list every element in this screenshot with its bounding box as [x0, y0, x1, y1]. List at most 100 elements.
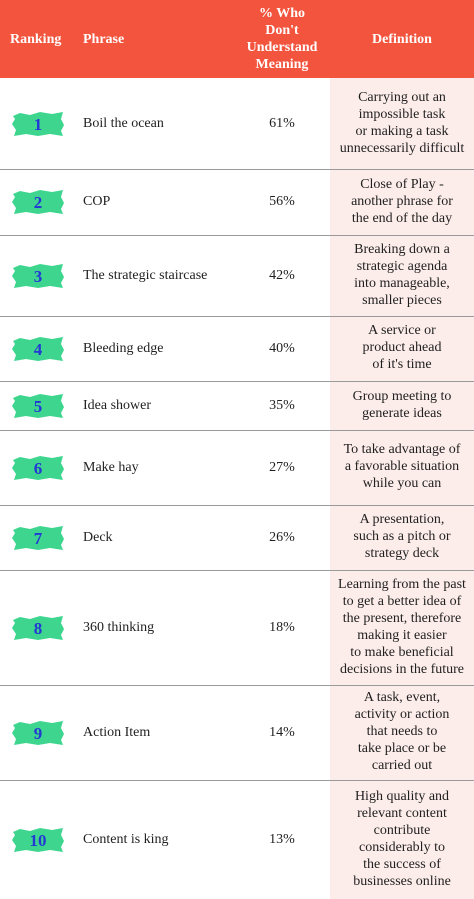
header-definition: Definition: [372, 32, 432, 47]
definition-line: Carrying out an: [358, 89, 446, 105]
percent: 13%: [269, 831, 295, 847]
rank-badge: 3: [12, 263, 64, 288]
rank-number: 2: [34, 193, 43, 212]
header-line: Understand: [246, 40, 318, 55]
rank-number: 10: [30, 831, 47, 850]
definition-column-bg: [330, 78, 474, 899]
definition-line: relevant content: [357, 805, 447, 821]
header-line: Meaning: [255, 57, 309, 72]
percent: 18%: [269, 619, 295, 635]
row-separator: [0, 780, 474, 781]
header-phrase: Phrase: [83, 32, 125, 47]
definition-line: A presentation,: [359, 512, 445, 527]
definition: Close of Play - another phrase for the end…: [330, 176, 474, 227]
rank-number: 4: [34, 340, 43, 359]
header-percent: % Who Don't Understand Meaning: [232, 5, 332, 73]
header-line: Don't: [265, 23, 299, 38]
phrase: 360 thinking: [83, 619, 155, 635]
definition-line: unnecessarily difficult: [339, 140, 465, 156]
row-separator: [0, 235, 474, 236]
badge-brush: [12, 827, 64, 852]
rank-badge: 4: [12, 336, 64, 361]
definition-line: while you can: [362, 476, 442, 491]
definition-line: such as a pitch or: [353, 529, 451, 544]
definition-line: Learning from the past: [338, 576, 466, 592]
definition-line: making it easier: [357, 627, 447, 643]
percent: 27%: [269, 459, 295, 475]
definition-line: strategic agenda: [356, 258, 448, 274]
percent: 40%: [269, 340, 295, 356]
percent: 42%: [269, 267, 295, 283]
phrase: Deck: [83, 529, 113, 545]
percent: 56%: [269, 194, 295, 209]
phrase: Bleeding edge: [83, 340, 164, 356]
rank-number: 1: [34, 115, 43, 134]
badge-brush: [12, 615, 64, 640]
definition-line: strategy deck: [364, 546, 440, 561]
definition-line: businesses online: [353, 873, 451, 889]
header-line: % Who: [258, 6, 306, 21]
definition-line: that needs to: [366, 724, 438, 739]
definition-line: of it's time: [372, 357, 432, 372]
definition-line: Breaking down a: [354, 241, 450, 257]
phrase: Boil the ocean: [83, 115, 164, 131]
rank-badge: 1: [12, 111, 64, 136]
phrase: Action Item: [83, 724, 151, 740]
percent: 26%: [269, 529, 295, 545]
definition-line: generate ideas: [362, 405, 442, 421]
badge-brush: [12, 720, 64, 745]
definition: Learning from the past to get a better id…: [330, 576, 474, 678]
header-ranking: Ranking: [10, 32, 62, 47]
definition-line: to make beneficial: [350, 644, 454, 660]
definition: A presentation, such as a pitch or strateg…: [330, 511, 474, 562]
definition-line: Close of Play -: [360, 176, 444, 192]
definition-line: smaller pieces: [362, 292, 442, 308]
row-separator: [0, 316, 474, 317]
definition-line: High quality and: [354, 788, 450, 804]
row-separator: [0, 570, 474, 571]
definition-line: product ahead: [362, 340, 442, 355]
rank-number: 5: [34, 397, 43, 416]
definition: Breaking down a strategic agenda into mana…: [330, 241, 474, 309]
rank-badge: 7: [12, 525, 64, 550]
header-bar: [0, 0, 474, 78]
badge-brush: [12, 190, 64, 214]
definition-line: decisions in the future: [339, 661, 465, 677]
definition-line: the success of: [363, 856, 441, 872]
row-separator: [0, 430, 474, 431]
percent: 35%: [269, 397, 295, 413]
definition-line: take place or be: [357, 741, 447, 756]
badge-brush: [12, 111, 64, 136]
phrase: COP: [83, 194, 111, 209]
percent: 61%: [269, 115, 295, 131]
rank-badge: 10: [12, 827, 64, 852]
rank-number: 9: [34, 724, 43, 743]
badge-brush: [12, 455, 64, 480]
rank-badge: 6: [12, 455, 64, 480]
badge-brush: [12, 525, 64, 550]
row-separator: [0, 685, 474, 686]
badge-brush: [12, 393, 64, 418]
phrase: Make hay: [83, 459, 139, 475]
row-separator: [0, 505, 474, 506]
rank-number: 6: [34, 459, 43, 478]
definition: High quality and relevant content contribu…: [330, 788, 474, 890]
definition-line: into manageable,: [354, 275, 450, 291]
definition: Carrying out an impossible task or making …: [330, 89, 474, 157]
definition-line: the end of the day: [351, 210, 453, 226]
definition-line: carried out: [371, 758, 433, 773]
row-separator: [0, 381, 474, 382]
percent: 14%: [269, 724, 295, 740]
rank-badge: 8: [12, 615, 64, 640]
phrase: The strategic staircase: [83, 267, 208, 283]
definition: To take advantage of a favorable situatio…: [330, 441, 474, 492]
definition-line: to get a better idea of: [342, 593, 462, 609]
definition: A task, event, activity or action that nee…: [330, 689, 474, 774]
badge-brush: [12, 336, 64, 361]
definition-line: a favorable situation: [344, 459, 460, 474]
rank-number: 8: [34, 619, 43, 638]
phrase: Content is king: [83, 831, 169, 847]
rank-badge: 5: [12, 393, 64, 418]
definition: Group meeting to generate ideas: [330, 388, 474, 422]
